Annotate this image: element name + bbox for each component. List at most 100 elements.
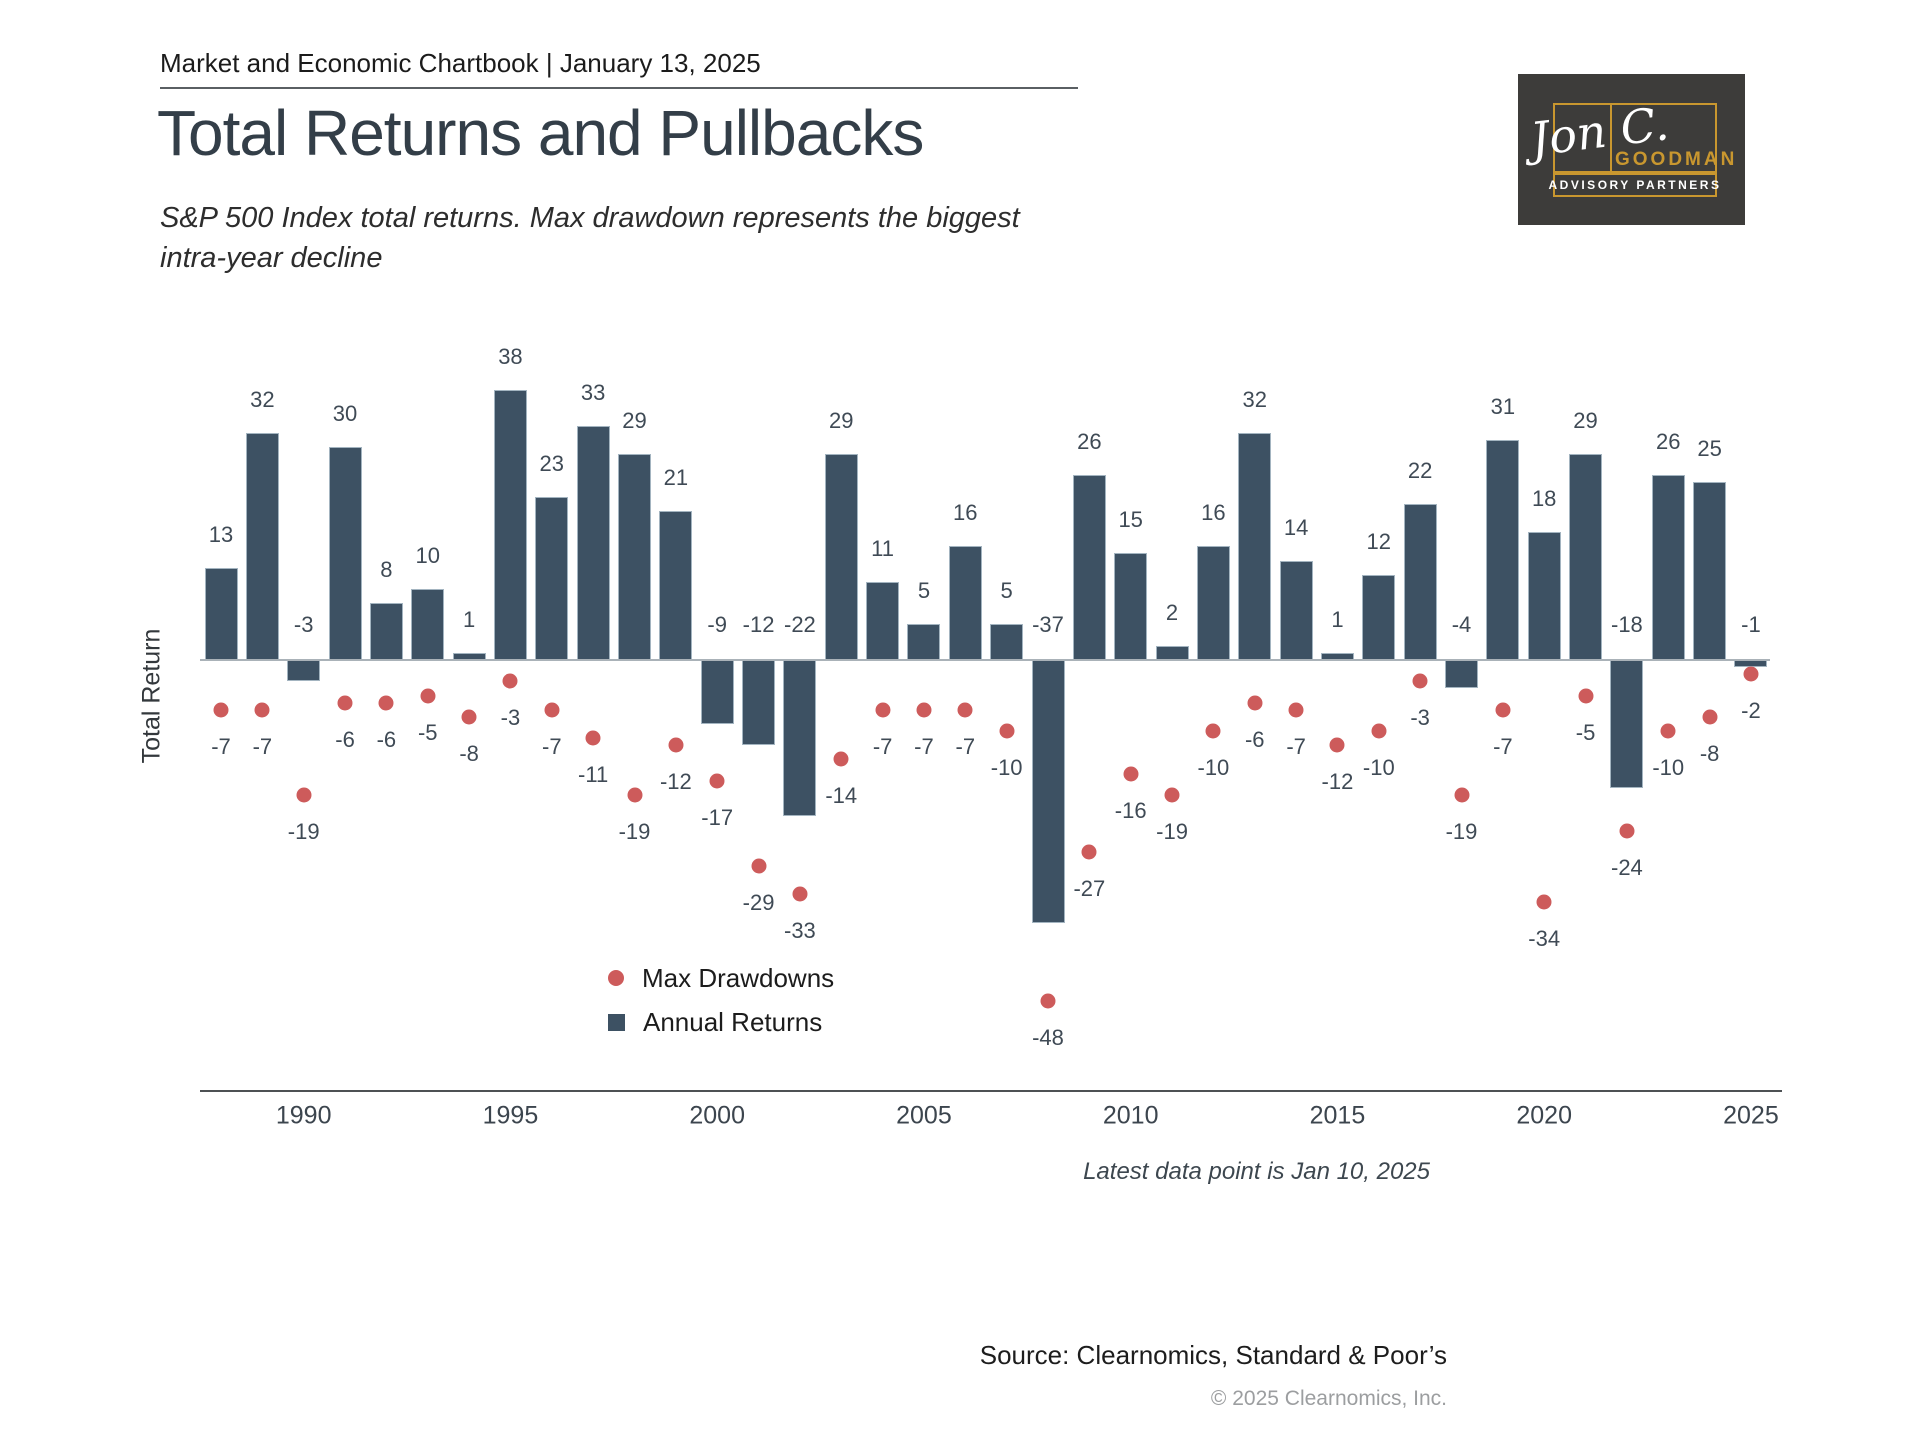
bar-2007	[990, 624, 1024, 660]
subtitle-line1: S&P 500 Index total returns. Max drawdow…	[160, 202, 1020, 234]
drawdown-dot-2020	[1536, 894, 1552, 910]
drawdown-dot-1991	[337, 695, 353, 711]
bar-label-1996: 23	[539, 450, 565, 476]
drawdown-label-2006: -7	[955, 733, 976, 759]
bar-label-2000: -9	[707, 612, 727, 637]
legend-label-annual-returns: Annual Returns	[643, 1006, 823, 1037]
drawdown-label-1995: -3	[500, 705, 521, 731]
drawdown-dot-2000	[709, 773, 725, 789]
bar-label-1994: 1	[462, 606, 476, 632]
bar-label-1995: 38	[498, 344, 523, 369]
bar-label-2014: 14	[1283, 514, 1309, 540]
bar-label-2020: 18	[1531, 486, 1557, 512]
drawdown-label-2016: -10	[1362, 755, 1395, 781]
bar-1992	[369, 603, 403, 660]
bar-2005	[907, 624, 941, 660]
drawdown-dot-2012	[1205, 723, 1221, 739]
bar-2009	[1072, 475, 1106, 660]
drawdown-label-2013: -6	[1244, 726, 1265, 752]
bar-2004	[866, 581, 900, 660]
bar-2001	[742, 660, 776, 746]
company-logo: GOODMAN ADVISORY PARTNERS Jon C.	[1518, 74, 1745, 225]
drawdown-dot-1998	[627, 787, 642, 803]
x-tick-1990: 1990	[275, 1101, 332, 1130]
drawdown-label-2008: -48	[1032, 1025, 1064, 1051]
bar-2018	[1445, 660, 1478, 689]
subtitle-line2: intra-year decline	[160, 242, 383, 274]
drawdown-dot-1996	[544, 702, 560, 718]
bar-2006	[948, 546, 982, 660]
drawdown-label-2012: -10	[1197, 755, 1230, 781]
bar-label-2021: 29	[1573, 407, 1598, 433]
bar-label-1992: 8	[380, 557, 393, 583]
drawdown-label-1992: -6	[376, 726, 397, 752]
x-tick-2015: 2015	[1309, 1101, 1366, 1130]
drawdown-label-2020: -34	[1528, 925, 1561, 951]
drawdown-dot-2018	[1454, 787, 1469, 803]
drawdown-dot-2023	[1660, 723, 1676, 739]
drawdown-label-2002: -33	[783, 918, 816, 944]
drawdown-dot-2015	[1329, 737, 1345, 753]
drawdown-dot-2016	[1371, 723, 1387, 739]
drawdown-dot-1997	[585, 730, 601, 746]
bar-label-2017: 22	[1407, 457, 1433, 483]
bar-2021	[1569, 453, 1603, 660]
bar-label-2018: -4	[1451, 612, 1472, 637]
drawdown-dot-2017	[1412, 673, 1428, 689]
bar-2014	[1279, 560, 1313, 660]
bar-2010	[1114, 553, 1148, 660]
bar-label-2010: 15	[1118, 507, 1143, 533]
bar-1991	[328, 446, 362, 660]
bar-label-1998: 29	[622, 407, 647, 433]
x-tick-2020: 2020	[1516, 1101, 1572, 1130]
drawdown-label-2005: -7	[914, 733, 934, 759]
drawdown-label-2014: -7	[1286, 733, 1306, 759]
drawdown-dot-1993	[420, 688, 436, 704]
bar-2000	[700, 660, 734, 724]
drawdown-label-2021: -5	[1575, 719, 1596, 745]
bar-label-1988: 13	[208, 521, 234, 547]
bar-2016	[1362, 574, 1396, 660]
drawdown-dot-2006	[957, 702, 973, 718]
bar-label-2019: 31	[1490, 393, 1516, 419]
drawdown-dot-2003	[833, 751, 849, 767]
drawdown-label-2010: -16	[1114, 797, 1147, 823]
bar-label-2003: 29	[829, 407, 854, 433]
bar-label-2023: 26	[1656, 429, 1681, 455]
logo-tagline-band: ADVISORY PARTNERS	[1549, 173, 1719, 197]
drawdown-dot-2013	[1247, 695, 1263, 711]
bar-2022	[1610, 660, 1644, 788]
drawdown-dot-2014	[1288, 702, 1304, 718]
copyright-notice: © 2025 Clearnomics, Inc.	[1210, 1387, 1447, 1410]
drawdown-dot-1989	[254, 702, 270, 718]
drawdown-dot-2007	[999, 723, 1015, 739]
bar-label-2013: 32	[1242, 386, 1267, 412]
legend-label-max-drawdowns: Max Drawdowns	[642, 962, 835, 993]
drawdown-dot-1990	[296, 787, 312, 803]
chartbook-header: Market and Economic Chartbook | January …	[160, 48, 761, 78]
x-tick-1995: 1995	[482, 1101, 539, 1130]
annual-returns-marker-icon	[608, 1013, 625, 1031]
drawdown-label-2025: -2	[1741, 698, 1761, 724]
drawdown-dot-1999	[668, 737, 684, 753]
drawdown-dot-2001	[751, 858, 767, 874]
drawdown-label-2000: -17	[701, 804, 734, 830]
logo-frame	[1553, 103, 1717, 173]
bar-label-2011: 2	[1165, 599, 1179, 625]
bar-label-2022: -18	[1610, 612, 1643, 637]
y-axis-label: Total Return	[137, 628, 166, 764]
drawdown-label-1996: -7	[542, 733, 562, 759]
bar-label-1991: 30	[332, 400, 358, 426]
bar-label-1989: 32	[250, 386, 275, 412]
max-drawdowns-marker-icon	[608, 970, 624, 986]
bar-2020	[1527, 532, 1561, 660]
legend-item-annual-returns: Annual Returns	[608, 1006, 822, 1038]
bar-1995	[493, 390, 527, 660]
drawdown-label-2023: -10	[1652, 755, 1685, 781]
bar-label-2015: 1	[1331, 606, 1344, 632]
bar-1999	[659, 510, 693, 660]
bar-label-1993: 10	[415, 542, 440, 568]
bar-2011	[1155, 645, 1189, 660]
drawdown-label-1997: -11	[578, 762, 609, 788]
x-tick-2000: 2000	[689, 1101, 745, 1130]
